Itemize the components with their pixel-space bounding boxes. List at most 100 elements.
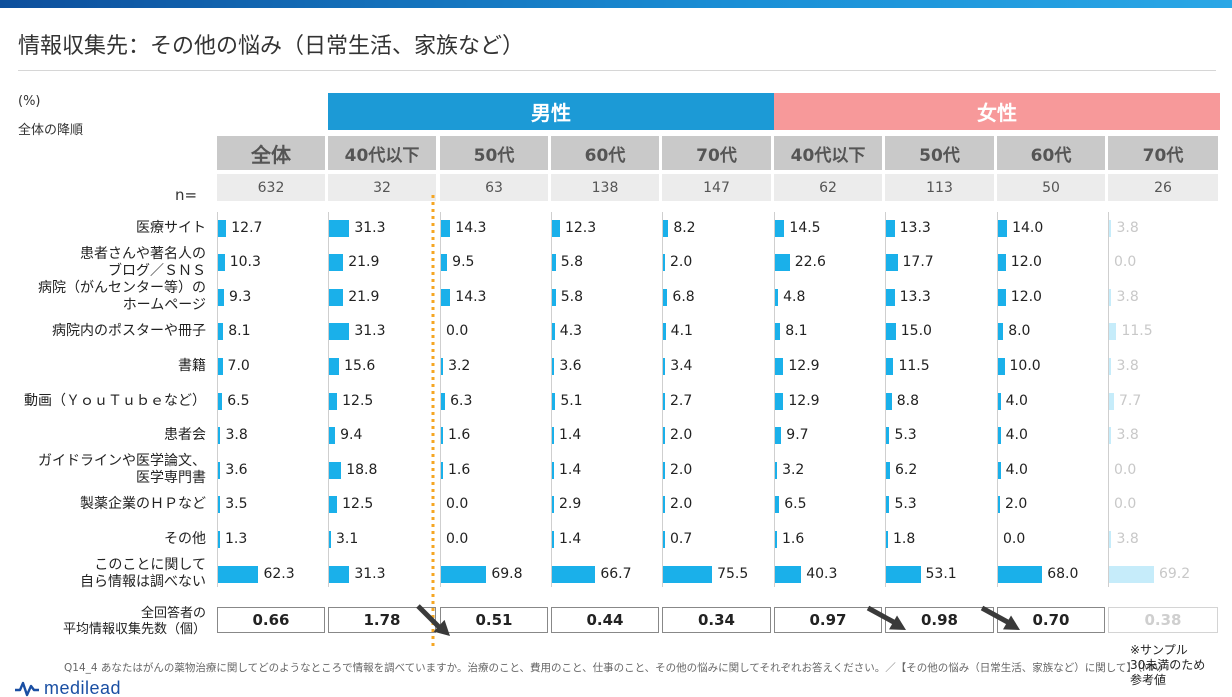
- bar: [1109, 530, 1112, 548]
- data-label: 12.5: [342, 392, 374, 409]
- data-label: 17.7: [902, 254, 934, 271]
- bar: [775, 427, 782, 445]
- bar: [663, 565, 713, 583]
- data-label: 6.3: [450, 392, 473, 409]
- bar: [886, 288, 895, 306]
- data-label: 3.5: [225, 496, 248, 513]
- avg-label: 全回答者の 平均情報収集先数（個）: [63, 606, 206, 638]
- data-label: 3.8: [1116, 530, 1139, 547]
- data-label: 6.2: [895, 461, 918, 478]
- data-label: 1.8: [893, 530, 916, 547]
- row-label: 医療サイト: [136, 220, 206, 237]
- bar: [329, 219, 350, 237]
- bar: [552, 323, 555, 341]
- row-label: 患者さんや著名人の ブログ／ＳＮＳ: [80, 246, 206, 280]
- column-baseline: [774, 212, 775, 587]
- data-label: 3.8: [1116, 288, 1139, 305]
- bar: [329, 392, 338, 410]
- data-label: 9.7: [786, 427, 809, 444]
- row-label-line: ブログ／ＳＮＳ: [108, 262, 206, 279]
- bar: [1109, 219, 1112, 237]
- row-label-line: ガイドラインや医学論文、: [38, 453, 206, 470]
- avg-count-cell: 0.70: [997, 607, 1105, 633]
- bar: [1109, 392, 1114, 410]
- group-header-male: 男性: [328, 93, 774, 130]
- column-baseline: [885, 212, 886, 587]
- data-label: 0.0: [446, 530, 469, 547]
- row-label-line: 医学専門書: [136, 470, 206, 487]
- bar: [441, 219, 451, 237]
- unit-label: (%): [18, 94, 41, 109]
- bar: [218, 323, 224, 341]
- avg-label-line: 平均情報収集先数（個）: [62, 622, 206, 637]
- row-label: 病院（がんセンター等）の ホームページ: [38, 280, 206, 314]
- data-label: 31.3: [354, 323, 386, 340]
- avg-count-cell: 0.44: [551, 607, 659, 633]
- bar: [998, 461, 1001, 479]
- data-label: 5.1: [560, 392, 583, 409]
- bar: [886, 496, 890, 514]
- data-label: 0.0: [1114, 254, 1137, 271]
- column-header: 60代: [551, 136, 659, 170]
- data-label: 40.3: [806, 565, 838, 582]
- data-label: 9.4: [340, 427, 363, 444]
- sample-note-line: ※サンプル: [1130, 643, 1188, 657]
- bar: [329, 357, 340, 375]
- data-label: 7.7: [1119, 392, 1142, 409]
- data-label: 2.0: [670, 427, 693, 444]
- avg-count-cell: 1.78: [328, 607, 436, 633]
- avg-count-cell: 0.34: [662, 607, 771, 633]
- row-label-line: その他: [164, 530, 206, 547]
- data-label: 22.6: [794, 254, 826, 271]
- bar: [775, 565, 802, 583]
- data-label: 14.5: [789, 219, 821, 236]
- bar: [1109, 288, 1112, 306]
- bar: [886, 530, 888, 548]
- data-label: 2.0: [670, 461, 693, 478]
- data-label: 6.5: [784, 496, 807, 513]
- data-label: 68.0: [1047, 565, 1079, 582]
- row-label: 病院内のポスターや冊子: [52, 323, 206, 340]
- bar: [663, 496, 665, 514]
- data-label: 15.0: [900, 323, 932, 340]
- row-label: その他: [164, 531, 206, 548]
- bar: [218, 392, 223, 410]
- data-label: 14.0: [1012, 219, 1044, 236]
- data-label: 12.0: [1010, 254, 1042, 271]
- bar: [886, 357, 894, 375]
- bar: [1109, 427, 1112, 445]
- data-label: 15.6: [344, 357, 376, 374]
- data-label: 13.3: [899, 288, 931, 305]
- data-label: 12.9: [788, 392, 820, 409]
- column-header: 70代: [1108, 136, 1218, 170]
- bar: [998, 323, 1004, 341]
- row-label-line: 患者会: [164, 427, 206, 444]
- data-label: 1.4: [559, 530, 582, 547]
- data-label: 0.0: [1003, 530, 1026, 547]
- data-label: 8.2: [673, 219, 696, 236]
- bar: [663, 323, 666, 341]
- row-label-line: 書籍: [178, 357, 206, 374]
- bar: [775, 219, 785, 237]
- bar: [218, 219, 227, 237]
- data-label: 21.9: [348, 254, 380, 271]
- data-label: 3.2: [448, 357, 471, 374]
- row-label: 患者会: [164, 427, 206, 444]
- data-label: 4.3: [559, 323, 583, 340]
- data-label: 14.3: [455, 288, 487, 305]
- bar: [218, 565, 259, 583]
- bar: [552, 427, 554, 445]
- page-title: 情報収集先：その他の悩み（日常生活、家族など）: [18, 34, 525, 59]
- bar: [552, 288, 556, 306]
- title-divider: [18, 70, 1216, 71]
- avg-count-cell: 0.66: [217, 607, 325, 633]
- bar: [441, 427, 443, 445]
- data-label: 75.5: [717, 565, 749, 582]
- bar: [218, 254, 225, 272]
- bar: [886, 392, 892, 410]
- row-label-line: 動画（ＹｏｕＴｕｂｅなど）: [24, 392, 206, 409]
- data-label: 3.8: [225, 427, 248, 444]
- bar: [998, 254, 1006, 272]
- data-label: 1.6: [448, 461, 471, 478]
- data-label: 0.0: [1114, 496, 1137, 513]
